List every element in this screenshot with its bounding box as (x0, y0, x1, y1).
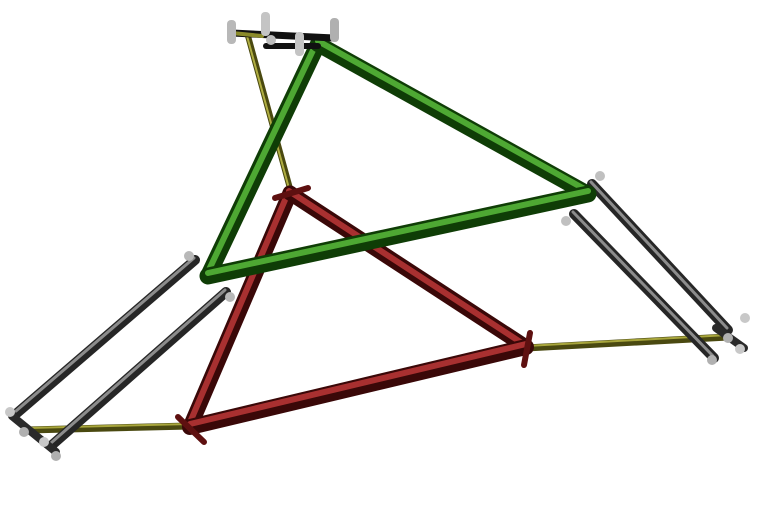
red-triangle (175, 185, 534, 445)
pin-left-top-2 (225, 292, 235, 302)
grey-right-rod-b-hi (571, 210, 715, 358)
red-joint-top (272, 185, 311, 201)
top-black-link (227, 12, 339, 56)
pin-right-5 (735, 344, 745, 354)
pin-right-4 (723, 333, 733, 343)
pin-right-6 (707, 355, 717, 365)
pin-right-3 (740, 313, 750, 323)
grey-right-links (561, 171, 750, 365)
olive-link-group (24, 33, 732, 434)
olive-link-upper-hi (246, 35, 291, 193)
olive-link-left-hi (27, 423, 191, 429)
olive-top-stub (230, 31, 264, 38)
pin-top-1 (227, 20, 236, 44)
grey-left-rod-a-hi (14, 256, 196, 413)
pin-top-5 (266, 35, 276, 45)
pin-left-1 (5, 407, 15, 417)
pin-top-4 (330, 18, 339, 42)
green-member-bottom-hi (205, 188, 591, 276)
red-member-right-hi (286, 188, 528, 348)
grey-right-rod-a-hi (589, 180, 729, 330)
grey-left-crossbar (8, 412, 60, 456)
pin-top-3 (295, 32, 304, 56)
pin-left-3 (39, 437, 49, 447)
grey-left-links (5, 251, 235, 461)
grey-left-rod-b (47, 287, 231, 450)
green-triangle (199, 36, 597, 285)
pin-left-2 (19, 427, 29, 437)
red-member-bottom-hi (187, 341, 529, 427)
red-joint-left (175, 414, 207, 445)
red-joint-right (521, 330, 533, 368)
pin-top-2 (261, 12, 270, 36)
grey-left-rod-a (12, 255, 200, 418)
red-member-left-hi (185, 190, 291, 430)
olive-link-left (24, 422, 194, 434)
pin-left-top-1 (184, 251, 194, 261)
green-member-right-hi (315, 38, 591, 194)
grey-left-rod-b-hi (49, 288, 227, 445)
green-member-left-hi (203, 41, 319, 279)
pin-right-2 (561, 216, 571, 226)
pin-left-4 (51, 451, 61, 461)
pin-right-1 (595, 171, 605, 181)
